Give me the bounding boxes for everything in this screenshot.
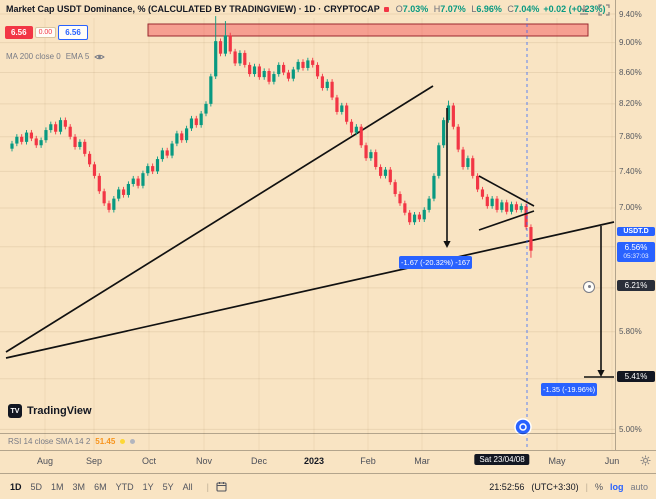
percent-scale-button[interactable]: % <box>594 481 603 492</box>
range-button-ytd[interactable]: YTD <box>115 481 134 492</box>
crosshair-date-badge: Sat 23/04/08 <box>474 454 530 465</box>
tradingview-logo-icon: TV <box>8 404 22 418</box>
supply-zone-rectangle[interactable] <box>147 23 589 37</box>
ohlc-high-label: H <box>433 4 441 14</box>
fullscreen-icon[interactable] <box>598 4 610 16</box>
rsi-sma-dot-icon <box>130 439 136 444</box>
toolbar-divider: | <box>585 481 588 492</box>
indicator-legend: MA 200 close 0 EMA 5 <box>6 52 106 61</box>
ohlc-low-value: 6.96% <box>476 4 502 14</box>
go-to-date-icon[interactable] <box>216 481 227 492</box>
pennant-line[interactable] <box>478 175 535 207</box>
rsi-indicator-legend: RSI 14 close SMA 14 2 51.45 <box>8 437 136 446</box>
time-axis-label: Dec <box>250 456 268 466</box>
time-axis-label: May <box>548 456 566 466</box>
rsi-dot-icon <box>120 439 126 444</box>
auto-scale-button[interactable]: auto <box>630 481 648 492</box>
spread-value: 0.00 <box>34 27 57 38</box>
bar-countdown: 05:37:03 <box>623 252 649 260</box>
range-buttons: 1D 5D 1M 3M 6M YTD 1Y 5Y All <box>8 482 200 492</box>
measure-label-march-drop[interactable]: -1.67 (-20.32%) -167 <box>399 256 473 269</box>
time-axis-label: Mar <box>414 456 430 466</box>
symbol-tag-badge: USDT.D <box>617 226 655 236</box>
pennant-line[interactable] <box>478 210 535 231</box>
toolbar-divider: | <box>206 481 209 492</box>
price-axis-label: 9.40% <box>619 9 642 19</box>
range-button-6m[interactable]: 6M <box>94 481 107 492</box>
price-axis-label: 5.00% <box>619 424 642 434</box>
range-button-1y[interactable]: 1Y <box>142 481 154 492</box>
pane-divider[interactable] <box>0 433 656 434</box>
trading-panel: 6.56 0.00 6.56 <box>5 25 88 40</box>
time-axis-label: Oct <box>141 456 157 466</box>
rsi-value: 51.45 <box>95 437 116 446</box>
range-button-5y[interactable]: 5Y <box>162 481 174 492</box>
trendline[interactable] <box>5 221 615 359</box>
ohlc-open-label: O <box>395 4 403 14</box>
tradingview-watermark: TV TradingView <box>8 404 92 418</box>
sell-button[interactable]: 6.56 <box>5 26 33 39</box>
price-axis-label: 9.00% <box>619 38 642 48</box>
last-price-badge: 6.56% 05:37:03 <box>617 241 655 262</box>
alert-price-badge[interactable]: 6.21% <box>617 279 655 291</box>
timezone-label[interactable]: (UTC+3:30) <box>531 481 579 492</box>
price-axis-label: 7.40% <box>619 166 642 176</box>
log-scale-button[interactable]: log <box>609 481 624 492</box>
price-axis-label: 8.60% <box>619 68 642 78</box>
price-axis-label: 5.80% <box>619 327 642 337</box>
target-price-badge[interactable]: 5.41% <box>617 370 655 382</box>
price-axis[interactable]: USDT.D 6.56% 05:37:03 6.21% 5.41% 9.40% 9… <box>615 0 656 450</box>
time-axis-label: Aug <box>36 456 54 466</box>
chart-legend-bar: Market Cap USDT Dominance, % (CALCULATED… <box>0 0 614 18</box>
chart-corner-actions <box>578 4 610 16</box>
price-axis-label: 8.20% <box>619 99 642 109</box>
bottom-toolbar: 1D 5D 1M 3M 6M YTD 1Y 5Y All | 21:52:56 (UTC+3:3… <box>0 473 656 499</box>
measure-label-projected-drop[interactable]: -1.35 (-19.96%) <box>541 383 598 396</box>
screenshot-icon[interactable] <box>578 4 590 16</box>
candles-series <box>10 16 533 258</box>
down-arrow-head <box>597 370 605 377</box>
ohlc-close-label: C <box>507 4 514 14</box>
range-button-3m[interactable]: 3M <box>72 481 86 492</box>
time-axis-label: Jun <box>604 456 620 466</box>
price-change: +0.02 (+0.23%) <box>543 4 606 14</box>
symbol-title[interactable]: Market Cap USDT Dominance, % (CALCULATED… <box>6 4 380 14</box>
ohlc-close-value: 7.04% <box>513 4 540 14</box>
range-button-1m[interactable]: 1M <box>51 481 64 492</box>
price-axis-label: 7.00% <box>619 203 642 213</box>
range-button-all[interactable]: All <box>182 481 193 492</box>
ohlc-values: O7.03% H7.07% L6.96% C7.04% <box>393 4 540 14</box>
axis-settings-gear-icon[interactable] <box>640 455 651 466</box>
rsi-label[interactable]: RSI 14 close SMA 14 2 <box>8 437 91 446</box>
time-axis-label: Nov <box>195 456 213 466</box>
clock[interactable]: 21:52:56 <box>489 481 525 492</box>
time-axis-label: 2023 <box>303 456 325 466</box>
event-marker-inner <box>519 423 527 431</box>
price-axis-label: 7.80% <box>619 132 642 142</box>
status-dot <box>383 6 389 12</box>
range-button-5d[interactable]: 5D <box>30 481 43 492</box>
tradingview-watermark-text: TradingView <box>27 405 92 417</box>
ohlc-open-value: 7.03% <box>402 4 429 14</box>
range-button-1d[interactable]: 1D <box>10 481 22 492</box>
event-marker-icon[interactable] <box>514 418 532 436</box>
ma-indicator-label[interactable]: MA 200 close 0 <box>6 52 61 61</box>
eye-icon[interactable] <box>94 53 106 61</box>
alert-icon[interactable] <box>583 280 595 293</box>
ohlc-high-value: 7.07% <box>440 4 466 14</box>
buy-button[interactable]: 6.56 <box>58 25 88 40</box>
down-arrow-head <box>443 241 451 248</box>
ohlc-low-label: L <box>471 4 477 14</box>
time-axis[interactable]: Sat 23/04/08 Aug Sep Oct Nov Dec 2023 Feb Mar Ma… <box>0 450 656 474</box>
ema-indicator-label[interactable]: EMA 5 <box>65 52 90 61</box>
time-axis-label: Feb <box>360 456 376 466</box>
time-axis-label: Sep <box>85 456 103 466</box>
last-price-value: 6.56% <box>624 242 648 252</box>
